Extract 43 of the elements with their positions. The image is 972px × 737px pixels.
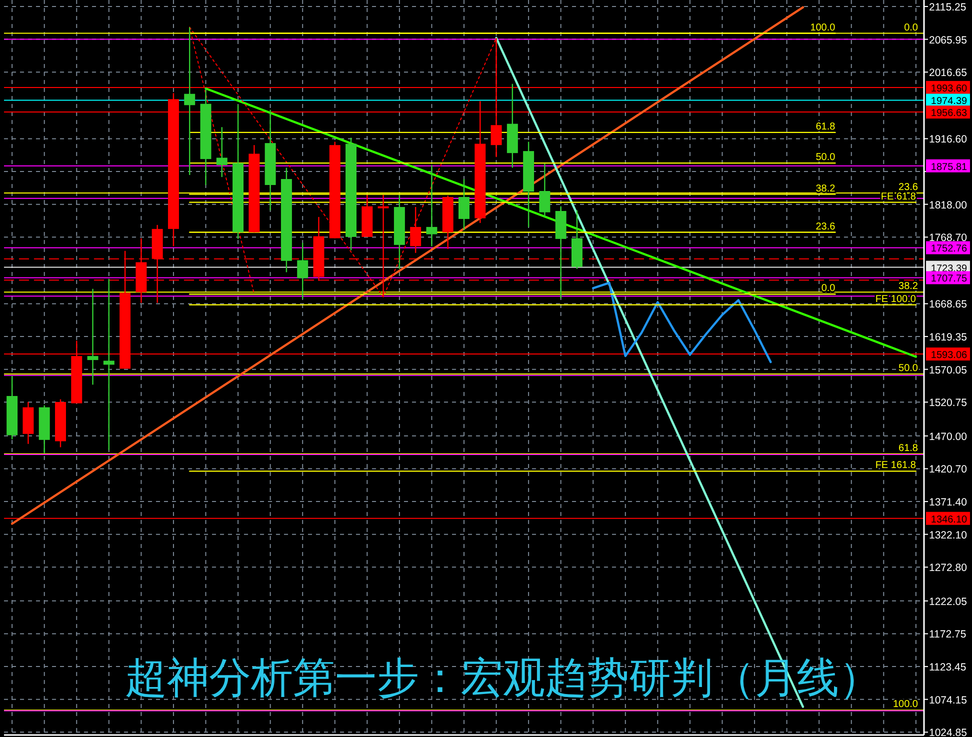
series-label: FE 161.8: [875, 460, 916, 472]
y-tick-label: 1024.85: [929, 727, 968, 737]
series-label: 100.0: [810, 22, 836, 34]
y-tick-label: 1123.45: [929, 662, 966, 674]
annotation: 23.6: [898, 182, 918, 193]
text: 超神分析第一步：宏观趋势研判（月线）: [125, 654, 881, 701]
series-label: 0.0: [821, 283, 836, 294]
y-tick-label: 1371.40: [929, 496, 968, 509]
y-tick-label: 1420.70: [929, 464, 968, 476]
series-label: FE 100.0: [875, 294, 916, 305]
y-tick-label: 1272.80: [929, 562, 968, 574]
annotation: 0.0: [904, 22, 918, 34]
annotation: 100.0: [892, 699, 918, 710]
y-tick-label: 1768.70: [929, 232, 968, 244]
ref-line-label: 1974.39: [930, 96, 968, 108]
y-tick-label: 1074.15: [929, 694, 968, 706]
ref-line-label: 1707.75: [930, 274, 968, 285]
y-tick-label: 1470.00: [929, 430, 968, 443]
y-tick-label: 1172.75: [929, 628, 966, 641]
series-label: 61.8: [816, 121, 836, 132]
y-tick-label: 1916.60: [929, 134, 968, 146]
series-label: 38.2: [816, 183, 836, 194]
y-tick-label: 1570.05: [929, 364, 968, 376]
annotation: 50.0: [898, 363, 918, 374]
annotation: 38.2: [898, 281, 918, 292]
ref-line-label: 1993.60: [930, 83, 968, 94]
annotation: 61.8: [898, 442, 918, 454]
ref-line-label: 1956.63: [930, 108, 968, 120]
y-tick-label: 1818.00: [929, 199, 968, 212]
y-tick-label: 2016.65: [929, 67, 968, 80]
y-tick-label: 1322.10: [929, 529, 968, 542]
y-tick-label: 2115.25: [929, 1, 966, 14]
ref-line-label: 1593.06: [930, 350, 968, 362]
series-label: 23.6: [816, 221, 836, 232]
ref-line-label: 1346.10: [930, 514, 968, 526]
y-tick-label: 2065.95: [929, 34, 968, 46]
series-label: 50.0: [816, 152, 836, 164]
y-tick-label: 1222.05: [929, 596, 968, 608]
y-tick-label: 1520.75: [929, 397, 968, 410]
y-tick-label: 1668.65: [929, 298, 968, 311]
ref-line-label: 1752.76: [930, 244, 968, 255]
y-tick-label: 1619.35: [929, 332, 968, 344]
ref-line-label: 1875.81: [930, 162, 968, 173]
